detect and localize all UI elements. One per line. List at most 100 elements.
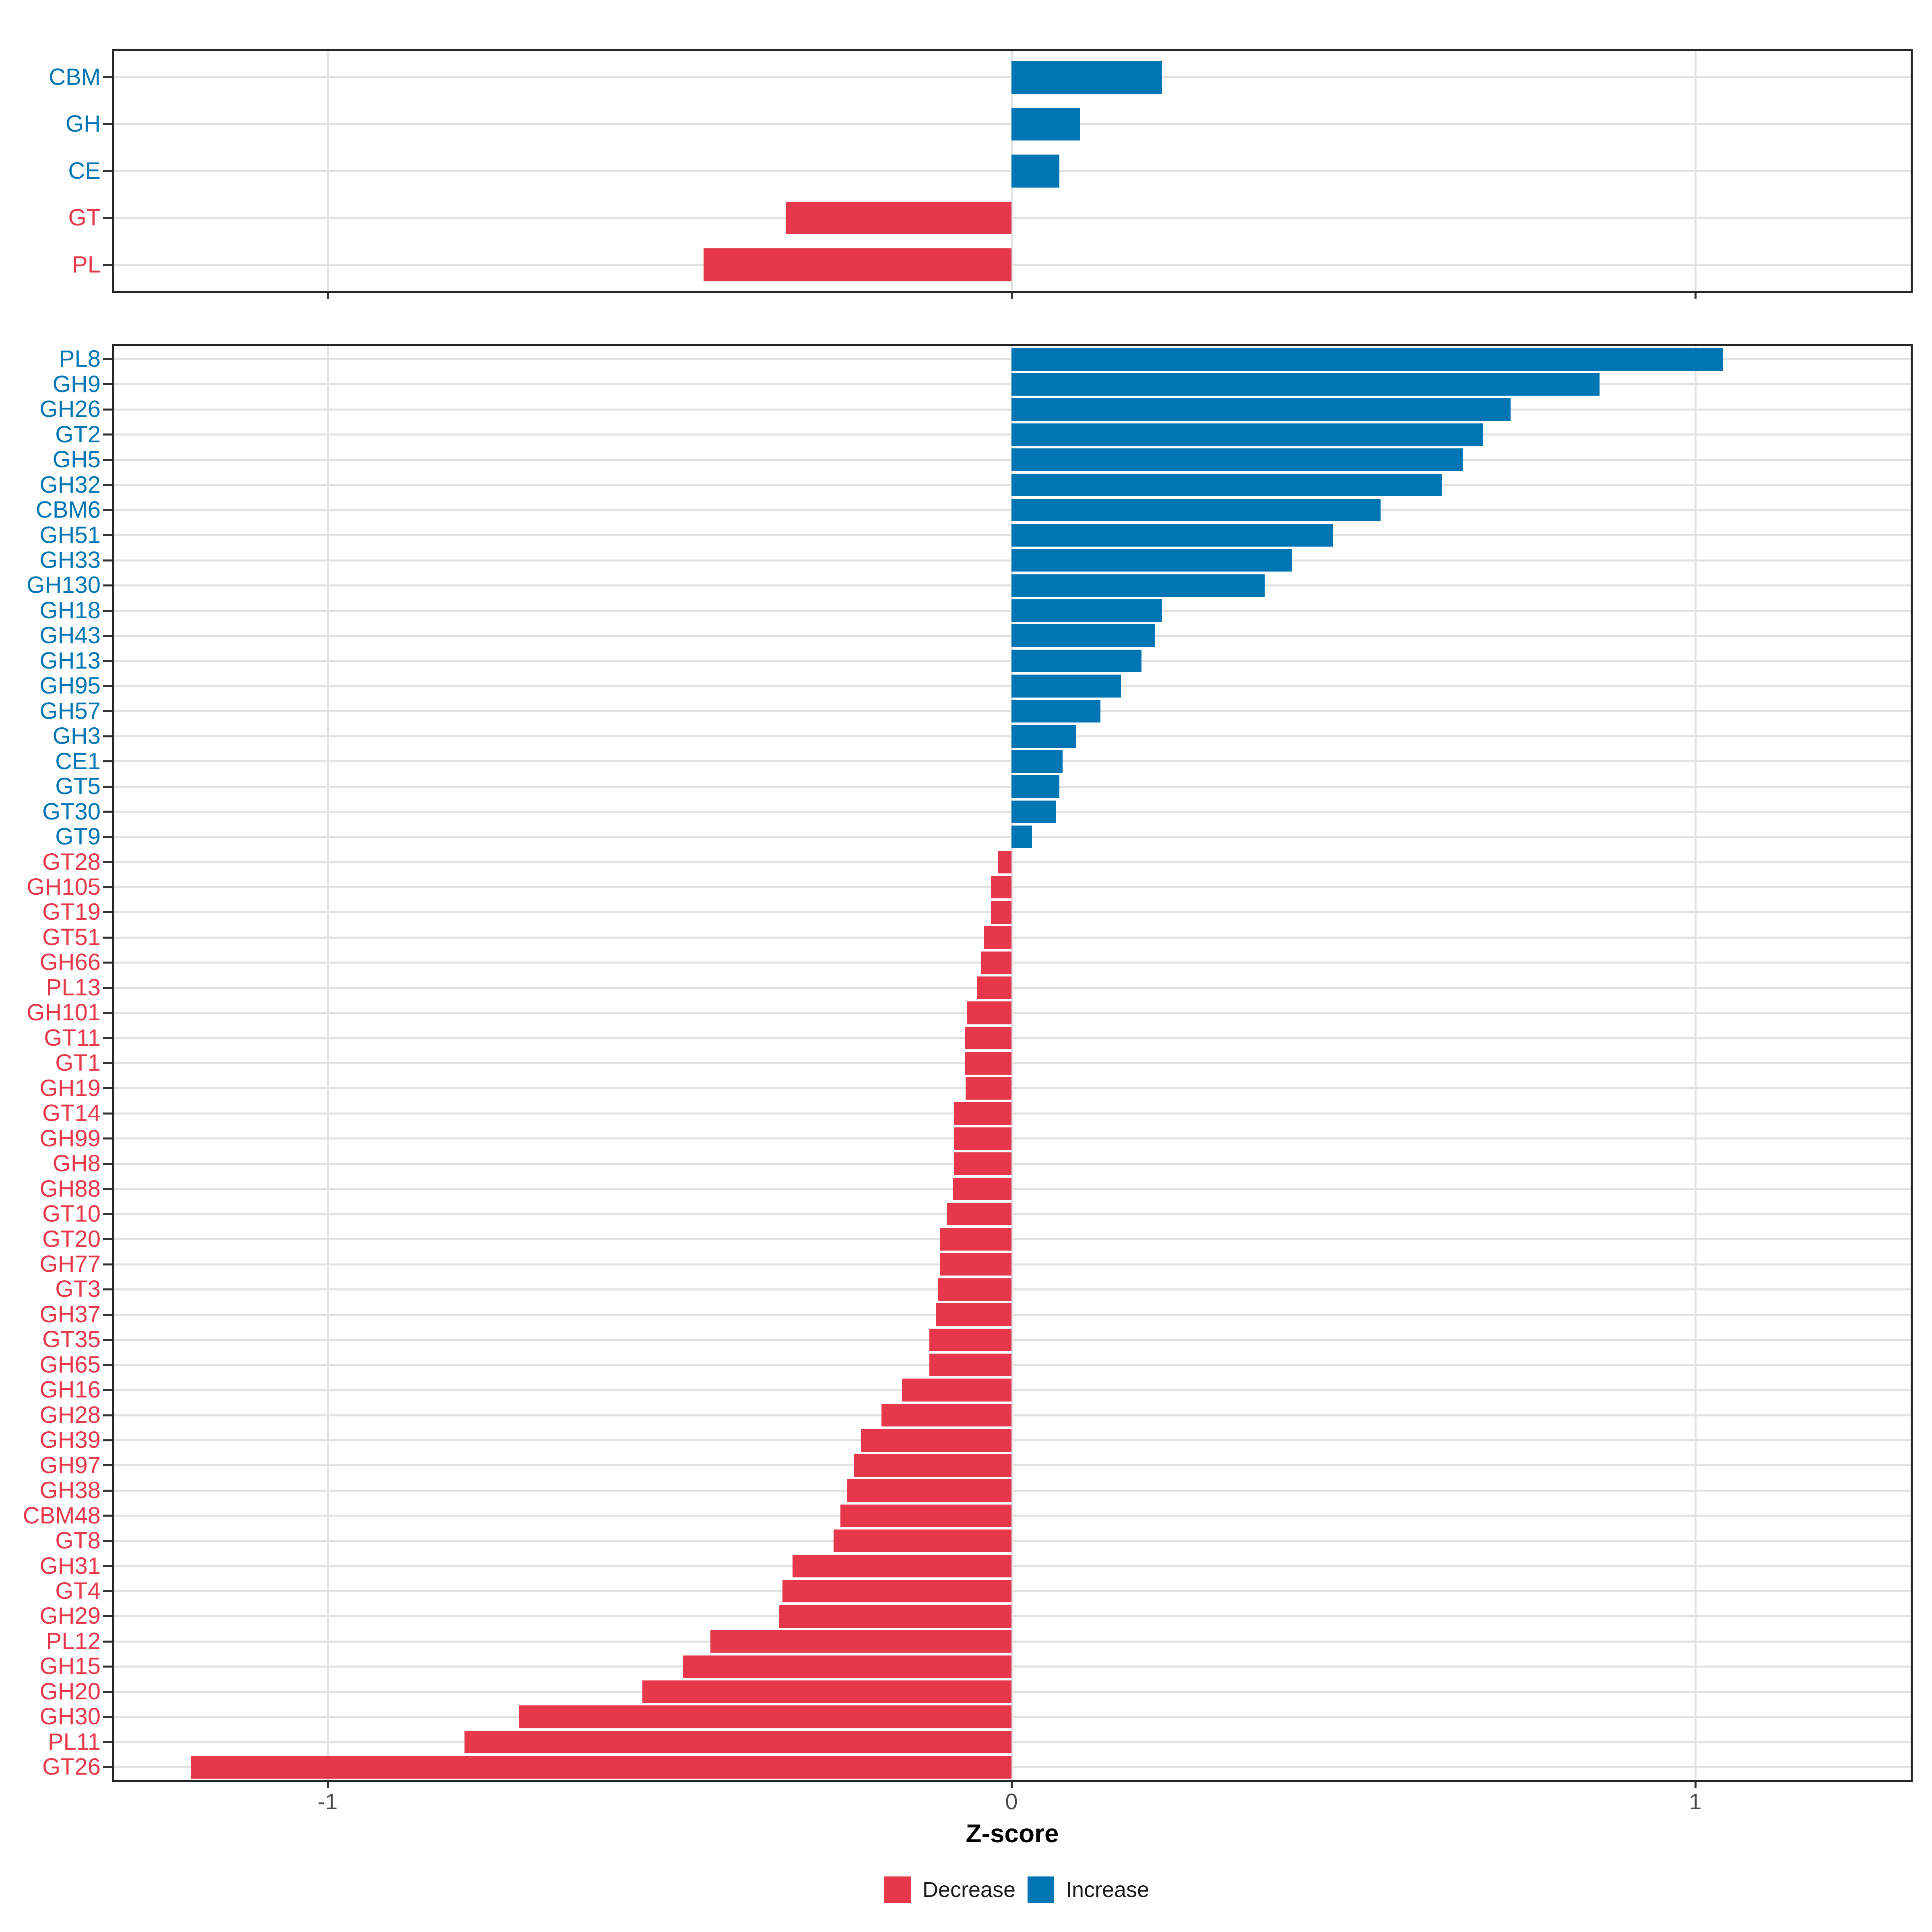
- bar-GT30: [1011, 800, 1056, 823]
- y-label-GT10: GT10: [42, 1201, 101, 1227]
- y-tick: [103, 1062, 112, 1064]
- y-label-PL11: PL11: [47, 1728, 101, 1755]
- legend-item-decrease: Decrease: [884, 1876, 1016, 1903]
- gridline-y: [112, 1716, 1913, 1718]
- y-tick: [103, 987, 112, 989]
- bar-GT35: [929, 1328, 1011, 1351]
- bar-GH26: [1011, 398, 1511, 421]
- x-axis-title: Z-score: [966, 1819, 1059, 1848]
- legend: Decrease Increase: [884, 1876, 1149, 1903]
- y-label-GT26: GT26: [42, 1754, 101, 1780]
- y-label-GT51: GT51: [42, 924, 101, 950]
- gridline-y: [112, 1162, 1913, 1165]
- bar-GH18: [1011, 599, 1162, 622]
- y-tick: [103, 584, 112, 587]
- y-tick: [103, 1489, 112, 1492]
- bar-GH37: [936, 1303, 1011, 1326]
- y-label-GH18: GH18: [39, 597, 101, 623]
- y-tick: [103, 1690, 112, 1693]
- gridline-y: [112, 1364, 1913, 1366]
- y-tick: [103, 1288, 112, 1291]
- gridline-y: [112, 1213, 1913, 1215]
- gridline-y: [112, 1439, 1913, 1441]
- y-tick: [103, 559, 112, 561]
- bar-GH57: [1011, 700, 1100, 723]
- y-label-PL8: PL8: [59, 346, 101, 372]
- panel-cazyme-classes: [112, 49, 1913, 293]
- y-label-GH97: GH97: [39, 1452, 101, 1478]
- y-tick: [103, 1439, 112, 1441]
- y-label-GH20: GH20: [39, 1678, 101, 1705]
- y-label-GT11: GT11: [44, 1024, 101, 1051]
- bar-GH43: [1011, 624, 1155, 647]
- y-label-GH29: GH29: [39, 1603, 101, 1629]
- y-tick: [103, 1590, 112, 1592]
- y-label-GT9: GT9: [55, 824, 101, 850]
- y-label-GH95: GH95: [39, 673, 101, 699]
- gridline-y: [112, 1339, 1913, 1341]
- bar-GH66: [980, 951, 1011, 974]
- y-tick: [103, 76, 112, 78]
- y-label-GH26: GH26: [39, 396, 101, 423]
- y-tick: [103, 433, 112, 436]
- gridline-y: [112, 1565, 1913, 1567]
- y-tick: [103, 660, 112, 662]
- y-label-GT30: GT30: [42, 798, 101, 825]
- bar-GH20: [642, 1680, 1011, 1703]
- y-tick: [103, 1213, 112, 1215]
- y-label-PL12: PL12: [46, 1628, 101, 1654]
- bar-GH13: [1011, 649, 1141, 673]
- bar-GH130: [1011, 574, 1265, 597]
- x-tick-label-1: 1: [1689, 1789, 1702, 1814]
- gridline-y: [112, 1087, 1913, 1090]
- y-tick: [103, 936, 112, 939]
- y-tick: [103, 1037, 112, 1039]
- y-tick: [103, 1615, 112, 1618]
- bar-GT14: [954, 1102, 1011, 1125]
- gridline-y: [112, 1263, 1913, 1265]
- y-tick: [103, 1012, 112, 1014]
- gridline-y: [112, 1238, 1913, 1241]
- bar-PL11: [464, 1730, 1011, 1754]
- bar-GT4: [782, 1580, 1011, 1603]
- y-tick: [103, 217, 112, 219]
- y-label-GT20: GT20: [42, 1226, 101, 1252]
- bar-PL8: [1011, 348, 1723, 371]
- gridline-y: [112, 1188, 1913, 1190]
- y-label-GH: GH: [66, 111, 101, 137]
- y-tick: [103, 1389, 112, 1391]
- y-label-GH101: GH101: [27, 999, 101, 1026]
- y-label-GT8: GT8: [55, 1527, 101, 1554]
- bar-GT9: [1011, 826, 1032, 848]
- y-tick: [103, 1640, 112, 1643]
- y-label-GT14: GT14: [42, 1100, 101, 1127]
- y-tick: [103, 785, 112, 788]
- y-label-GH13: GH13: [39, 647, 101, 674]
- x-tick-label-0: 0: [1005, 1789, 1018, 1814]
- y-label-GH38: GH38: [39, 1477, 101, 1504]
- gridline-y: [112, 1464, 1913, 1467]
- panel-cazyme-families: [112, 344, 1913, 1782]
- y-tick: [103, 1515, 112, 1517]
- bar-GH32: [1011, 473, 1443, 496]
- bar-CBM48: [840, 1504, 1011, 1527]
- gridline-y: [112, 1515, 1913, 1517]
- y-label-GH31: GH31: [39, 1552, 101, 1579]
- y-label-GH5: GH5: [52, 446, 101, 473]
- y-label-GH88: GH88: [39, 1175, 101, 1202]
- legend-item-increase: Increase: [1027, 1876, 1149, 1903]
- bar-GH15: [683, 1655, 1011, 1678]
- y-tick: [103, 1414, 112, 1416]
- bar-GH19: [966, 1077, 1011, 1100]
- y-tick: [103, 358, 112, 360]
- x-tick-1: [1694, 1782, 1697, 1788]
- x-tick--1: [326, 293, 329, 299]
- y-tick: [103, 170, 112, 172]
- y-tick: [103, 1540, 112, 1542]
- y-tick: [103, 408, 112, 411]
- gridline-y: [112, 217, 1913, 219]
- y-label-GH43: GH43: [39, 622, 101, 649]
- bar-GH65: [929, 1353, 1011, 1377]
- y-label-GH19: GH19: [39, 1075, 101, 1101]
- bar-GT2: [1011, 423, 1484, 446]
